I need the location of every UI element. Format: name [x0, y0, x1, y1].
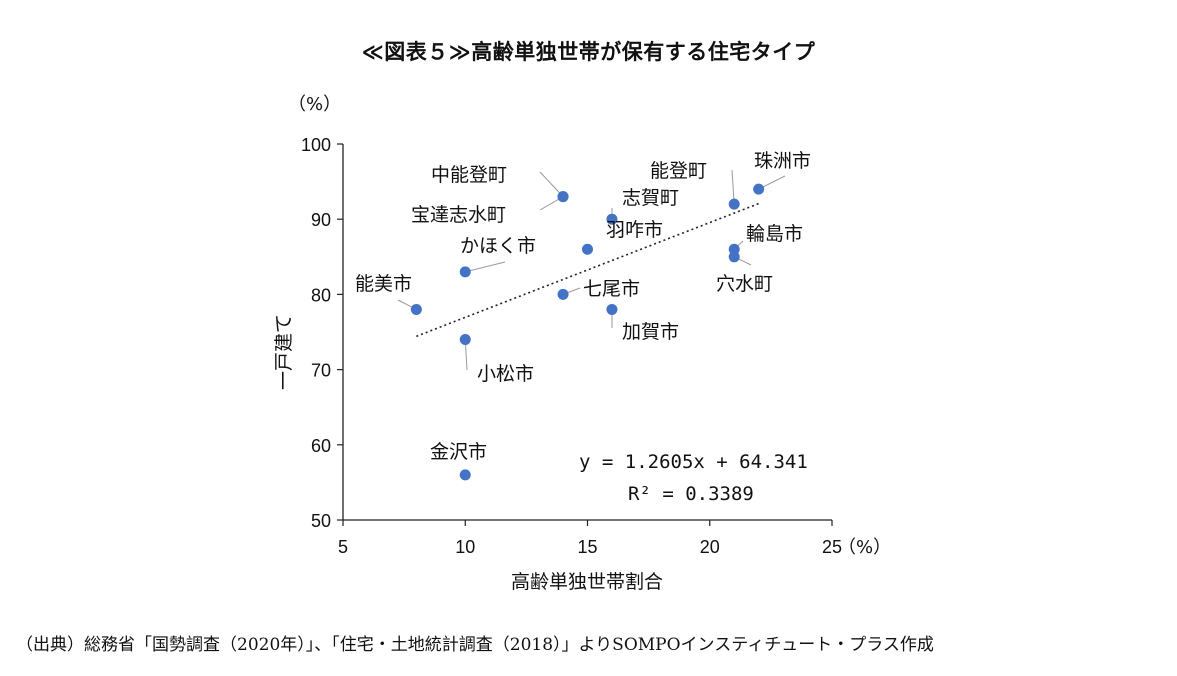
x-axis-title: 高齢単独世帯割合	[511, 571, 663, 593]
point-label: かほく市	[460, 235, 536, 257]
point-label: 加賀市	[622, 321, 679, 343]
data-point	[606, 303, 618, 315]
data-point	[459, 469, 471, 481]
y-tick-label: 60	[311, 436, 331, 456]
point-label: 中能登町	[431, 164, 507, 186]
trendline-equation: y = 1.2605x + 64.341	[579, 451, 808, 473]
point-label: 宝達志水町	[411, 204, 506, 226]
data-point	[410, 303, 422, 315]
point-label: 穴水町	[716, 273, 773, 295]
axes: 50 60 70 80 90 100 5 10 15 20 25	[301, 135, 842, 557]
data-point	[728, 243, 740, 255]
point-label: 能美市	[355, 273, 412, 295]
r-squared: R² = 0.3389	[628, 483, 754, 505]
point-label: 志賀町	[622, 187, 679, 209]
data-point	[728, 251, 740, 263]
x-tick-label: 5	[338, 537, 348, 557]
data-point	[459, 334, 471, 346]
y-tick-label: 50	[311, 511, 331, 531]
point-label: 七尾市	[583, 278, 640, 300]
leader-line	[539, 171, 564, 197]
data-point	[753, 183, 765, 195]
y-tick-label: 80	[311, 285, 331, 305]
data-points	[410, 183, 765, 481]
data-point	[606, 213, 618, 225]
data-point	[582, 243, 593, 255]
x-axis-unit: （%）	[838, 537, 891, 558]
trendline	[416, 202, 759, 338]
trendline-layer	[416, 202, 759, 338]
point-label: 小松市	[477, 363, 534, 385]
y-axis-title: 一戸建て	[273, 314, 295, 390]
y-tick-label: 70	[311, 361, 331, 381]
leader-line	[731, 169, 735, 205]
data-point	[557, 288, 569, 300]
point-label: 輪島市	[746, 223, 803, 245]
point-label: 珠洲市	[754, 150, 811, 172]
source-note: （出典）総務省「国勢調査（2020年）」、「住宅・土地統計調査（2018）」より…	[16, 635, 934, 655]
leader-lines	[397, 169, 786, 371]
data-point	[557, 191, 569, 203]
y-tick-label: 100	[301, 135, 331, 155]
point-label: 羽咋市	[606, 219, 663, 241]
chart-title: ≪図表５≫高齢単独世帯が保有する住宅タイプ	[361, 40, 816, 64]
y-tick-label: 90	[311, 210, 331, 230]
x-tick-label: 25	[822, 537, 842, 557]
y-axis-unit: （%）	[288, 94, 341, 115]
x-tick-label: 20	[700, 537, 720, 557]
data-point	[459, 266, 471, 278]
data-point	[728, 198, 740, 210]
x-tick-label: 10	[455, 537, 475, 557]
point-label: 金沢市	[430, 441, 487, 463]
x-tick-label: 15	[577, 537, 597, 557]
point-label: 能登町	[650, 160, 707, 182]
leader-line	[465, 261, 506, 273]
